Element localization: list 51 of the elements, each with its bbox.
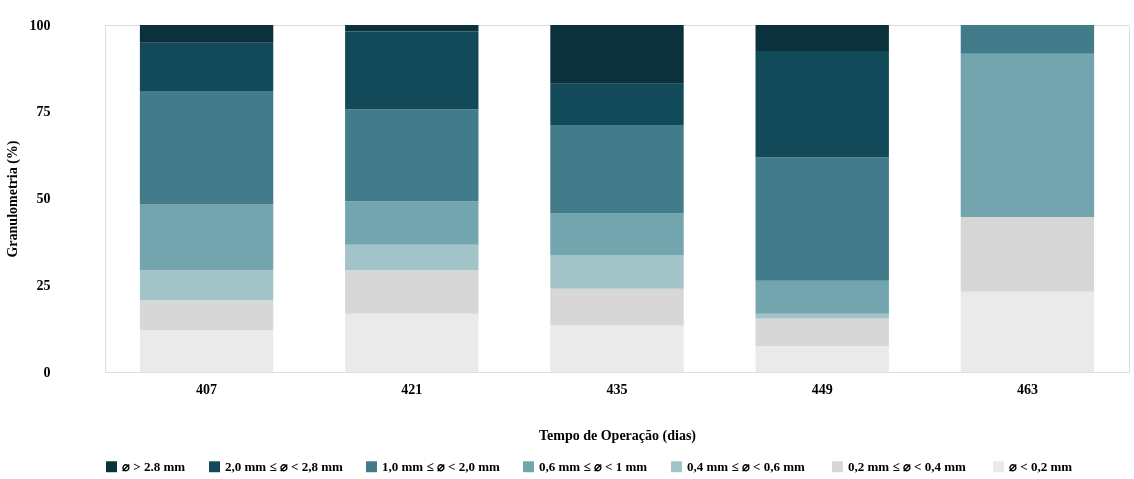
y-tick-label: 25	[36, 277, 51, 293]
legend-label: ⌀ > 2.8 mm	[122, 458, 186, 474]
legend-label: 2,0 mm ≤ ⌀ < 2,8 mm	[225, 458, 344, 474]
legend-label: 0,6 mm ≤ ⌀ < 1 mm	[539, 458, 648, 474]
x-axis-title: Tempo de Operação (dias)	[539, 427, 697, 444]
bar	[960, 53, 1095, 217]
bar	[550, 25, 684, 84]
bar	[755, 51, 889, 158]
bar	[345, 313, 479, 372]
bar	[755, 313, 889, 319]
bar	[345, 25, 479, 32]
bar	[550, 213, 684, 256]
legend-label: 0,2 mm ≤ ⌀ < 0,4 mm	[848, 458, 967, 474]
legend-label: 0,4 mm ≤ ⌀ < 0,6 mm	[687, 458, 806, 474]
bar	[755, 25, 889, 52]
x-tick-label: 407	[196, 381, 218, 397]
bar	[960, 216, 1095, 292]
bar	[755, 157, 889, 281]
bar	[755, 318, 889, 346]
bar	[550, 325, 684, 372]
bar	[550, 288, 684, 326]
bar	[139, 270, 274, 301]
bar	[960, 25, 1095, 54]
x-tick-label: 435	[606, 381, 628, 397]
legend-label: ⌀ < 0,2 mm	[1009, 458, 1073, 474]
bar	[139, 25, 274, 43]
bar	[755, 280, 889, 314]
legend-label: 1,0 mm ≤ ⌀ < 2,0 mm	[382, 458, 501, 474]
bar	[345, 244, 479, 271]
bar	[139, 330, 274, 372]
bar	[345, 31, 479, 110]
bar	[139, 204, 274, 271]
bar	[139, 300, 274, 331]
y-tick-label: 0	[43, 364, 51, 380]
y-axis-title: Granulometria (%)	[4, 140, 21, 258]
y-tick-label: 75	[36, 104, 51, 120]
bar	[345, 270, 479, 314]
x-tick-label: 463	[1016, 381, 1038, 397]
bar	[139, 90, 274, 205]
bar	[550, 255, 684, 289]
bar	[139, 42, 274, 91]
bar	[345, 201, 479, 245]
bar	[960, 291, 1095, 372]
y-tick-label: 50	[36, 191, 51, 206]
bar	[345, 109, 479, 202]
bar	[755, 345, 889, 372]
bar	[550, 124, 684, 214]
bar	[550, 83, 684, 125]
y-tick-label: 100	[29, 17, 51, 33]
x-tick-label: 421	[401, 381, 423, 397]
x-tick-label: 449	[811, 381, 833, 397]
